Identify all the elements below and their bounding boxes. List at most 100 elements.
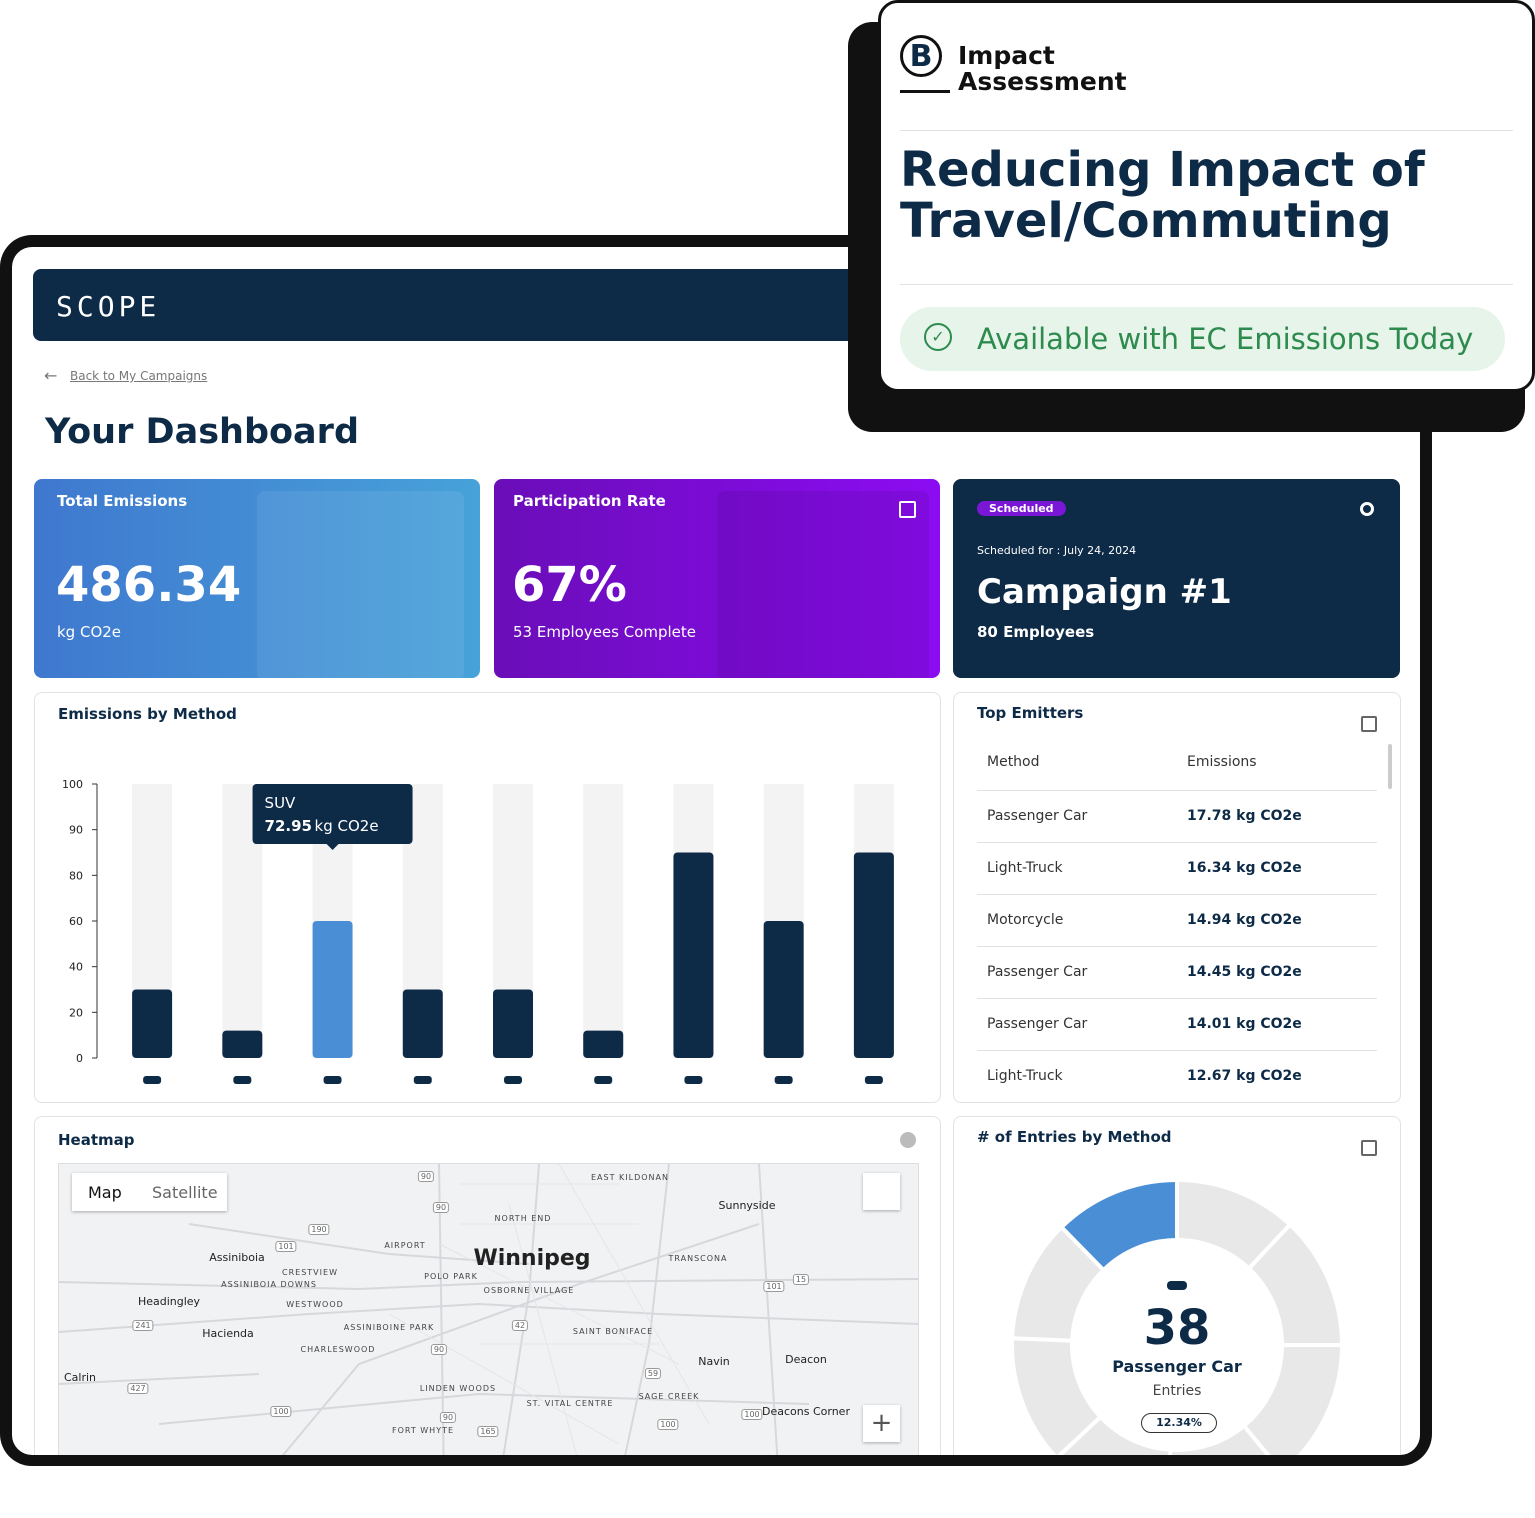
emission-value: 12.67 kg CO2e <box>1187 1068 1302 1084</box>
tooltip-name: SUV <box>265 794 297 812</box>
method-icon <box>774 1076 793 1084</box>
road-marker: 100 <box>657 1419 679 1430</box>
y-tick-label: 100 <box>62 778 83 791</box>
place-label: LINDEN WOODS <box>419 1384 497 1393</box>
divider <box>900 284 1513 285</box>
place-label: Calrin <box>63 1371 97 1384</box>
place-label: OSBORNE VILLAGE <box>483 1286 575 1295</box>
emission-value: 17.78 kg CO2e <box>1187 808 1302 824</box>
column-header: Method <box>987 754 1040 770</box>
zoom-in-button[interactable]: + <box>863 1405 900 1442</box>
settings-icon[interactable] <box>1360 502 1374 516</box>
card-value: 486.34 <box>56 557 242 613</box>
donut-segment <box>1241 1343 1345 1455</box>
road-marker: 100 <box>741 1409 763 1420</box>
y-tick-label: 40 <box>69 961 83 974</box>
total-card: Total Emissions 486.34 kg CO2e <box>34 479 480 678</box>
entries-label: Entries <box>1152 1383 1202 1399</box>
card-value: 67% <box>512 557 627 613</box>
place-label: FORT WHYTE <box>391 1426 455 1435</box>
check-icon: ✓ <box>924 323 952 351</box>
brand: Impact Assessment <box>958 43 1127 95</box>
row-divider <box>977 790 1377 791</box>
back-arrow[interactable]: ← <box>44 366 58 385</box>
map-button[interactable]: Map <box>88 1183 122 1202</box>
y-tick-label: 80 <box>69 869 83 882</box>
tooltip <box>252 784 413 844</box>
place-label: Assiniboia <box>209 1251 265 1264</box>
road-marker: 100 <box>270 1406 292 1417</box>
back-link[interactable]: Back to My Campaigns <box>70 369 208 383</box>
donut-chart <box>1012 1180 1345 1455</box>
road-marker: 90 <box>432 1202 450 1213</box>
road-marker: 90 <box>417 1171 435 1182</box>
donut-segment <box>1053 1414 1173 1455</box>
road-marker: 101 <box>275 1241 297 1252</box>
place-label: Headingley <box>137 1295 201 1308</box>
entries-method: Passenger Car <box>1112 1357 1242 1376</box>
tooltip-pointer <box>326 844 339 850</box>
fullscreen-button[interactable] <box>863 1173 900 1210</box>
open-icon[interactable] <box>1361 716 1377 732</box>
bar <box>222 1030 263 1058</box>
emission-value: 14.01 kg CO2e <box>1187 1016 1302 1032</box>
y-tick-label: 90 <box>69 824 83 837</box>
card-decor <box>717 491 929 678</box>
place-label: EAST KILDONAN <box>591 1173 669 1182</box>
road-marker: 42 <box>511 1320 529 1331</box>
bar-track <box>583 784 624 1058</box>
road-marker: 15 <box>792 1274 810 1285</box>
panel-title: Heatmap <box>58 1131 135 1149</box>
method-icon <box>323 1076 342 1084</box>
bar <box>132 989 173 1058</box>
place-label: Winnipeg <box>473 1246 591 1271</box>
method-icon <box>594 1076 613 1084</box>
card-unit: kg CO2e <box>57 623 122 641</box>
bar <box>763 921 804 1058</box>
place-label: Sunnyside <box>718 1199 776 1212</box>
road-marker: 190 <box>308 1224 330 1235</box>
row-divider <box>977 894 1377 895</box>
map[interactable] <box>58 1163 919 1455</box>
road-marker: 101 <box>763 1281 785 1292</box>
method-icon <box>413 1076 432 1084</box>
card-title: Total Emissions <box>57 492 188 510</box>
place-label: ASSINIBOINE PARK <box>343 1323 435 1332</box>
place-label: AIRPORT <box>384 1241 426 1250</box>
info-icon[interactable] <box>900 1132 916 1148</box>
road-marker: 427 <box>127 1383 149 1394</box>
screen: SCOPE ← Back to My Campaigns Your Dashbo… <box>12 247 1420 1455</box>
campaign-name: Campaign #1 <box>977 572 1232 612</box>
place-label: ST. VITAL CENTRE <box>526 1399 614 1408</box>
row-divider <box>977 1050 1377 1051</box>
map-button[interactable]: Satellite <box>152 1183 218 1202</box>
bar-chart: 0 20 40 60 80 90 100 SUV 72.95 kg CO2e <box>62 778 894 1084</box>
method-icon <box>504 1076 522 1084</box>
schedule-date: Scheduled for : July 24, 2024 <box>977 544 1137 557</box>
available-pill <box>900 307 1505 371</box>
place-label: Deacon <box>785 1353 827 1366</box>
method-name: Passenger Car <box>987 964 1088 980</box>
brand-line: Impact <box>958 41 1055 70</box>
row-divider <box>977 946 1377 947</box>
scrollbar[interactable] <box>1388 744 1392 789</box>
card-decor <box>257 491 464 678</box>
road-marker: 90 <box>439 1412 457 1423</box>
bar <box>673 852 714 1058</box>
donut-segment <box>1164 1423 1285 1455</box>
logo: SCOPE <box>56 290 161 323</box>
open-icon[interactable] <box>1361 1140 1377 1156</box>
place-label: NORTH END <box>494 1214 552 1223</box>
brand-line: Assessment <box>958 67 1127 96</box>
place-label: ASSINIBOIA DOWNS <box>221 1280 317 1289</box>
car-icon <box>1167 1281 1187 1290</box>
place-label: WESTWOOD <box>286 1300 344 1309</box>
method-icon <box>684 1076 703 1084</box>
bar <box>853 852 894 1058</box>
participation-card: Participation Rate 67% 53 Employees Comp… <box>494 479 940 678</box>
place-label: CRESTVIEW <box>282 1268 338 1277</box>
page-heading: Your Dashboard <box>45 412 359 452</box>
road-marker: 90 <box>430 1344 448 1355</box>
open-icon[interactable] <box>899 501 916 518</box>
method-name: Light-Truck <box>987 1068 1063 1084</box>
